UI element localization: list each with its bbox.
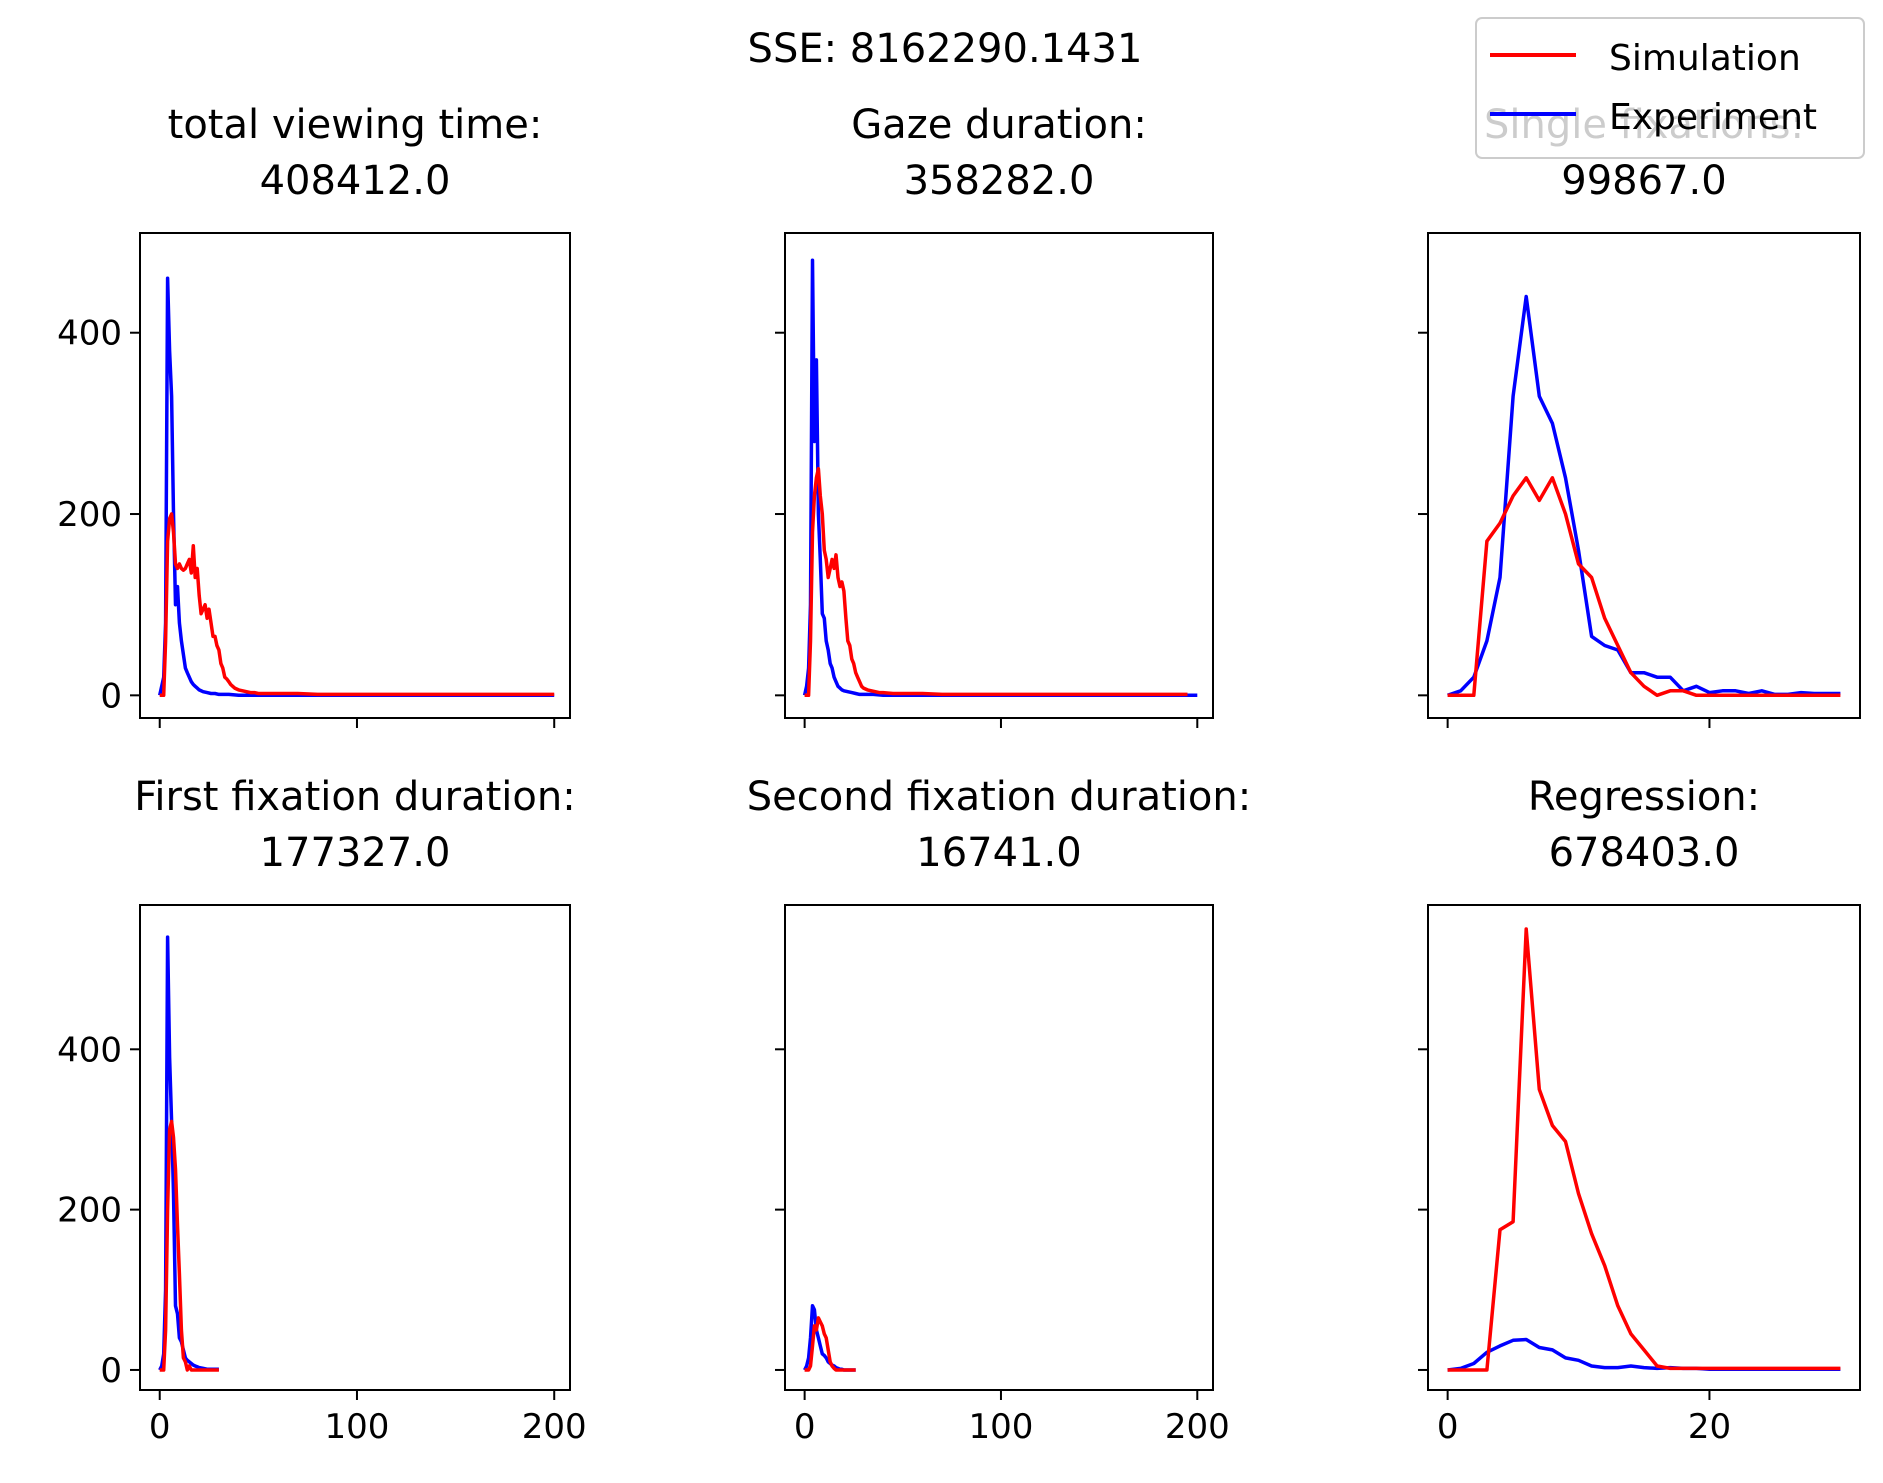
subplot-title-value: 408412.0 — [260, 158, 451, 204]
series-line-simulation — [1447, 927, 1841, 1372]
series-line-simulation — [159, 1119, 219, 1372]
subplot-title-label: total viewing time: — [168, 102, 543, 148]
series-line-simulation — [159, 512, 555, 698]
subplot-title-value: 678403.0 — [1549, 830, 1740, 876]
subplot-title: total viewing time: 408412.0 — [168, 102, 543, 204]
x-tick-label: 200 — [522, 1407, 587, 1447]
subplot-title: Gaze duration: 358282.0 — [851, 102, 1147, 204]
y-tick-label: 200 — [57, 1191, 122, 1231]
figure-title: SSE: 8162290.1431 — [748, 26, 1143, 72]
series-line-experiment — [1447, 294, 1841, 697]
legend-label-experiment: Experiment — [1609, 97, 1817, 138]
plot-frame — [784, 904, 1214, 1391]
series-line-simulation — [804, 466, 1188, 698]
x-tick-label: 20 — [1688, 1407, 1731, 1447]
subplot-title: Second fixation duration: 16741.0 — [747, 774, 1251, 876]
subplot-title-label: Second fixation duration: — [747, 774, 1251, 820]
x-tick-label: 0 — [149, 1407, 171, 1447]
subplot-title-value: 16741.0 — [916, 830, 1081, 876]
subplot-4: First fixation duration: 177327.0 0 200 400 0… — [57, 774, 587, 1447]
x-tick-label: 0 — [794, 1407, 816, 1447]
subplot-title: First fixation duration: 177327.0 — [134, 774, 575, 876]
legend: Simulation Experiment — [1475, 17, 1865, 159]
y-tick-label: 400 — [57, 314, 122, 354]
y-tick-label: 0 — [100, 1351, 122, 1391]
x-tick-label: 100 — [969, 1407, 1034, 1447]
series-line-simulation — [1447, 476, 1841, 698]
y-tick-label: 0 — [100, 676, 122, 716]
x-tick-label: 200 — [1165, 1407, 1230, 1447]
subplot-title-label: Regression: — [1528, 774, 1760, 820]
plot-frame — [139, 904, 571, 1391]
subplot-title-value: 177327.0 — [260, 830, 451, 876]
series-line-experiment — [157, 276, 555, 698]
legend-label-simulation: Simulation — [1609, 38, 1801, 79]
x-tick-label: 0 — [1437, 1407, 1459, 1447]
series-line-experiment — [1447, 1337, 1841, 1372]
subplot-title-value: 99867.0 — [1561, 158, 1726, 204]
subplot-5: Second fixation duration: 16741.0 0 100 200 — [747, 774, 1251, 1447]
subplot-6: Regression: 678403.0 0 20 — [1418, 774, 1861, 1447]
y-tick-label: 400 — [57, 1030, 122, 1070]
subplot-title-label: Gaze duration: — [851, 102, 1147, 148]
plot-frame — [784, 232, 1214, 719]
plot-frame — [139, 232, 571, 719]
subplot-title: Regression: 678403.0 — [1528, 774, 1760, 876]
series-line-experiment — [802, 258, 1198, 698]
subplot-1: total viewing time: 408412.0 0 200 400 — [57, 102, 571, 728]
plot-frame — [1427, 232, 1861, 719]
subplot-2: Gaze duration: 358282.0 — [775, 102, 1214, 728]
x-tick-label: 100 — [325, 1407, 390, 1447]
series-line-simulation — [804, 1316, 856, 1372]
plot-frame — [1427, 904, 1861, 1391]
subplot-title-label: First fixation duration: — [134, 774, 575, 820]
y-tick-label: 200 — [57, 495, 122, 535]
subplot-title-value: 358282.0 — [904, 158, 1095, 204]
subplot-3: Single fixations:99867.0 — [1418, 102, 1861, 728]
